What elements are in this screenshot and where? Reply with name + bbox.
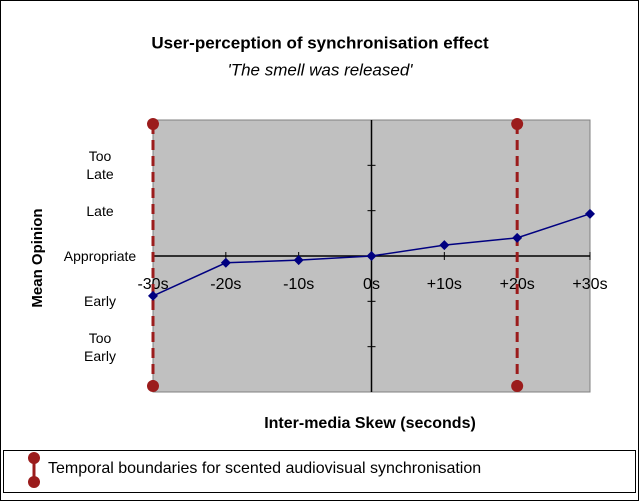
data-point	[220, 257, 231, 268]
y-tick-label: Too Early	[84, 329, 116, 364]
legend-symbol	[28, 476, 40, 488]
data-point	[512, 232, 523, 243]
boundary-marker	[511, 380, 524, 392]
x-tick-label: -10s	[283, 276, 314, 293]
legend-symbol	[28, 452, 40, 464]
chart-title: User-perception of synchronisation effec…	[151, 33, 489, 52]
data-point	[585, 208, 595, 219]
y-tick-label: Early	[84, 293, 116, 310]
x-tick-label: -20s	[210, 276, 241, 293]
y-axis-label: Mean Opinion	[29, 208, 46, 307]
data-point	[439, 240, 450, 251]
boundary-marker	[147, 118, 159, 130]
legend-label: Temporal boundaries for scented audiovis…	[48, 460, 481, 477]
boundary-marker	[147, 380, 159, 392]
legend-box	[3, 450, 636, 493]
data-point	[366, 251, 377, 261]
y-tick-label: Appropriate	[63, 248, 137, 264]
data-point	[293, 255, 304, 266]
x-axis-label: Inter-media Skew (seconds)	[264, 415, 476, 432]
x-tick-label: +30s	[572, 276, 607, 293]
boundary-marker	[511, 118, 524, 130]
x-tick-label: +10s	[427, 276, 462, 293]
x-tick-label: 0s	[363, 276, 380, 293]
y-tick-label: Too Late	[86, 148, 114, 183]
chart-subtitle: 'The smell was released'	[227, 60, 413, 79]
data-point	[148, 290, 158, 301]
y-tick-label: Late	[86, 202, 114, 219]
